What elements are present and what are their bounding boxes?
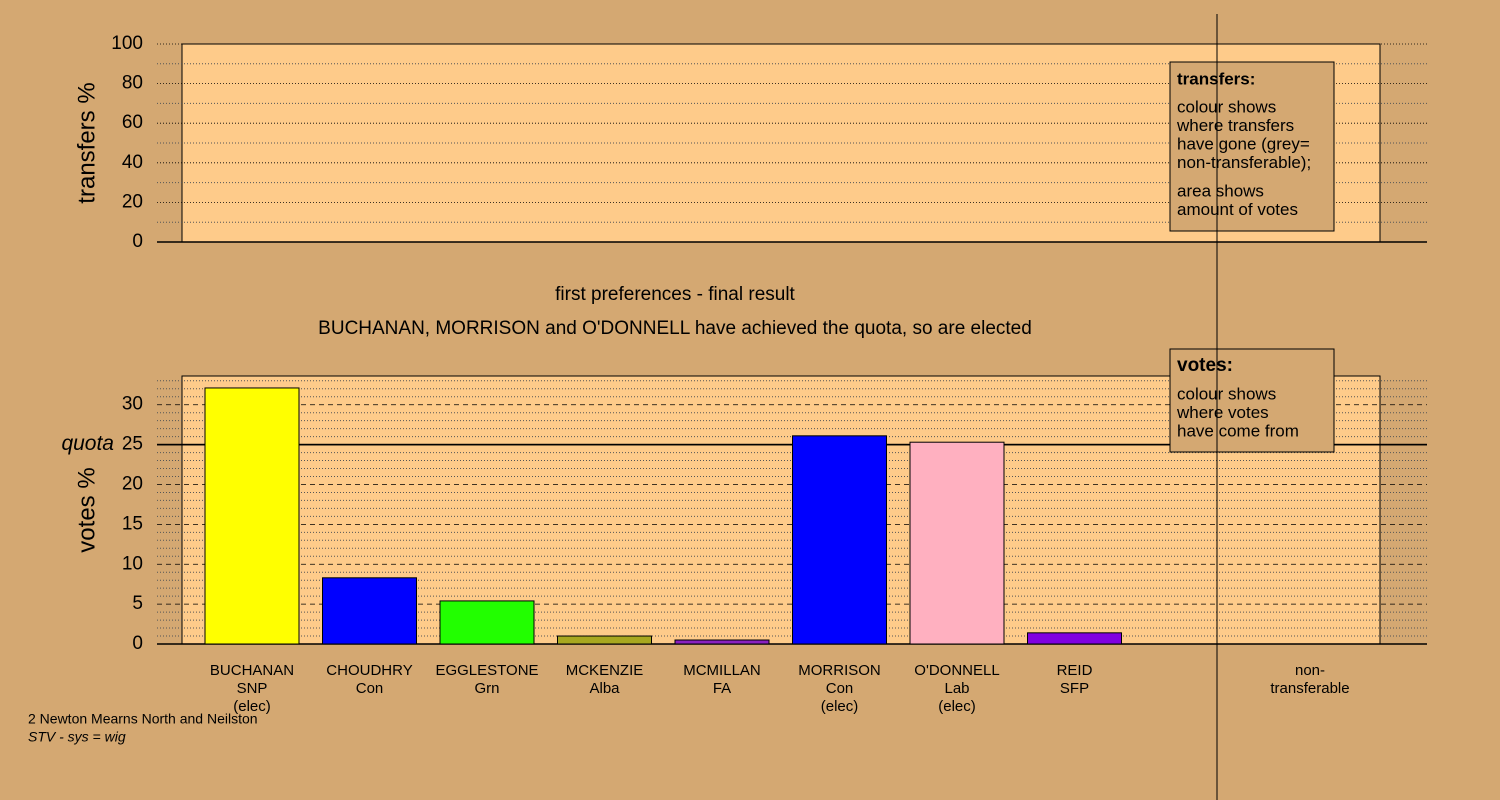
x-tick-label: Con: [356, 680, 384, 697]
x-tick-label: transferable: [1270, 680, 1349, 697]
legend-text: amount of votes: [1177, 200, 1298, 219]
note: STV - sys = wig: [28, 729, 126, 745]
legend-box: [1169, 61, 1335, 232]
x-tick-label: FA: [713, 680, 731, 697]
legend-text: area shows: [1177, 181, 1264, 200]
x-tick-label: non-: [1295, 662, 1325, 679]
y-tick-label: 30: [122, 394, 143, 415]
note: 2 Newton Mearns North and Neilston: [28, 711, 258, 727]
bar: [674, 639, 770, 645]
x-tick-label: BUCHANAN: [210, 662, 294, 679]
bar: [792, 435, 887, 645]
chart-title: first preferences - final result: [555, 284, 795, 305]
y-tick-label: 25: [122, 434, 143, 455]
quota-label: quota: [61, 432, 114, 455]
x-tick-label: EGGLESTONE: [435, 662, 538, 679]
x-tick-label: MCMILLAN: [683, 662, 761, 679]
legend-text: where transfers: [1176, 116, 1294, 135]
y-tick-label: 5: [132, 593, 143, 614]
y-tick-label: 60: [122, 112, 143, 133]
chart-subtitle: BUCHANAN, MORRISON and O'DONNELL have ac…: [318, 318, 1032, 339]
y-tick-label: 40: [122, 152, 143, 173]
x-tick-label: O'DONNELL: [914, 662, 999, 679]
x-tick-label: (elec): [821, 698, 859, 715]
y-tick-label: 10: [122, 553, 143, 574]
bar: [557, 635, 652, 645]
y-tick-label: 80: [122, 73, 143, 94]
legend-text: colour shows: [1177, 97, 1276, 116]
bar: [439, 600, 535, 645]
y-axis-title: transfers %: [73, 82, 100, 203]
x-tick-label: (elec): [938, 698, 976, 715]
bar: [322, 577, 417, 645]
y-tick-label: 20: [122, 473, 143, 494]
legend-text: where votes: [1176, 403, 1269, 422]
y-tick-label: 20: [122, 191, 143, 212]
x-tick-label: Grn: [474, 680, 499, 697]
x-tick-label: CHOUDHRY: [326, 662, 412, 679]
x-tick-label: SFP: [1060, 680, 1089, 697]
x-tick-label: Con: [826, 680, 854, 697]
bar: [909, 441, 1005, 645]
x-tick-label: (elec): [233, 698, 271, 715]
legend-title: transfers:: [1177, 69, 1255, 88]
bar: [1027, 632, 1122, 645]
y-tick-label: 15: [122, 513, 143, 534]
y-tick-label: 0: [132, 633, 143, 654]
legend-title: votes:: [1177, 355, 1233, 376]
y-tick-label: 100: [111, 33, 143, 54]
legend-text: non-transferable);: [1177, 153, 1311, 172]
x-tick-label: Alba: [589, 680, 620, 697]
legend-text: colour shows: [1177, 384, 1276, 403]
x-tick-label: Lab: [944, 680, 969, 697]
y-tick-label: 0: [132, 231, 143, 252]
legend-text: have come from: [1177, 421, 1299, 440]
legend-text: have gone (grey=: [1177, 134, 1310, 153]
x-tick-label: REID: [1057, 662, 1093, 679]
x-tick-label: MCKENZIE: [566, 662, 644, 679]
y-axis-title: votes %: [73, 467, 100, 552]
x-tick-label: MORRISON: [798, 662, 881, 679]
x-tick-label: SNP: [237, 680, 268, 697]
legend-box: [1169, 348, 1335, 453]
bar: [204, 387, 300, 645]
